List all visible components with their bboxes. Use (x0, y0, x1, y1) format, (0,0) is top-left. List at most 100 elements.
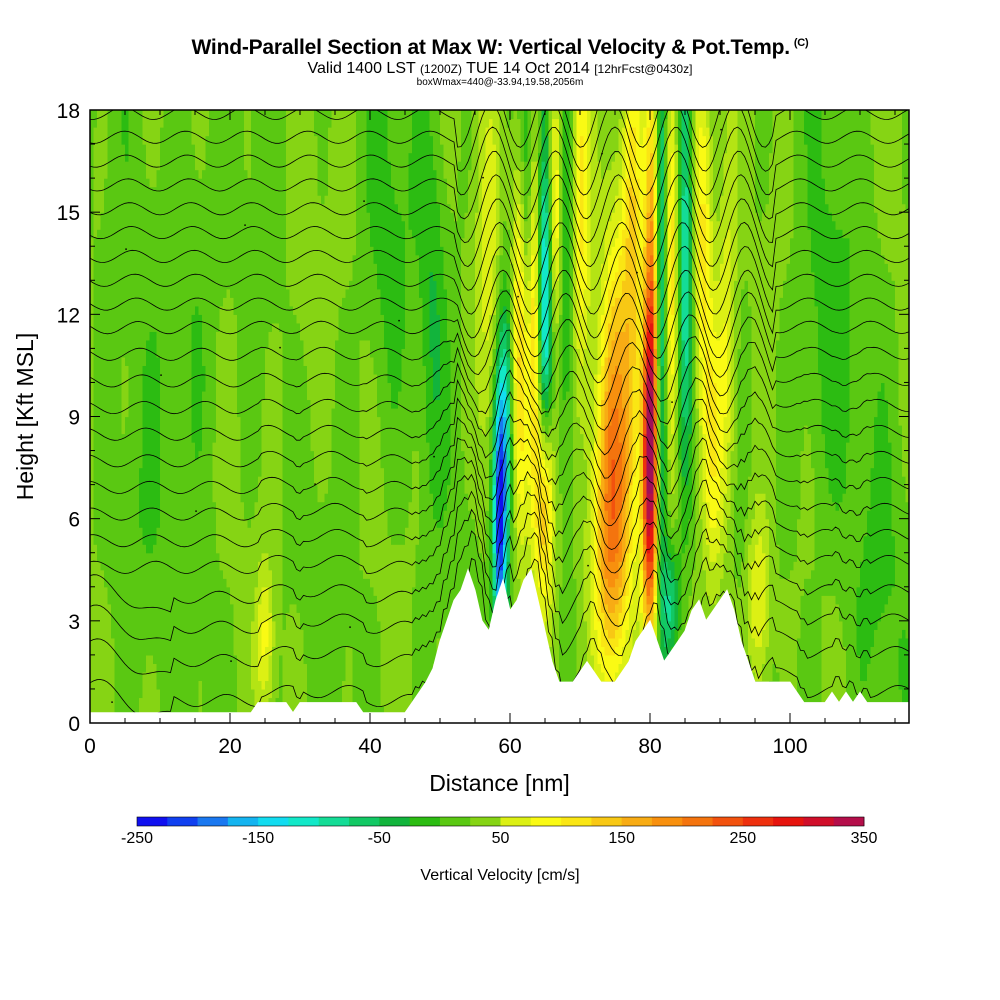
w-cell (307, 535, 312, 545)
w-cell (282, 569, 287, 579)
w-cell (212, 271, 217, 281)
w-cell (254, 331, 259, 341)
w-cell (139, 331, 144, 341)
w-cell (307, 586, 312, 596)
w-cell (293, 629, 298, 639)
w-cell (195, 688, 200, 699)
w-cell (174, 195, 179, 205)
w-cell (153, 603, 158, 613)
w-cell (303, 186, 308, 196)
w-cell (198, 510, 203, 520)
w-cell (125, 118, 130, 128)
w-cell (310, 578, 315, 588)
w-cell (237, 510, 242, 520)
w-cell (251, 169, 256, 179)
w-cell (121, 118, 126, 128)
w-cell (104, 161, 109, 171)
w-cell (114, 390, 119, 401)
w-cell (167, 127, 172, 137)
w-cell (307, 484, 312, 494)
w-cell (321, 382, 326, 392)
w-cell (282, 144, 287, 154)
w-cell (111, 339, 116, 349)
w-cell (209, 314, 214, 324)
w-cell (156, 220, 161, 230)
w-cell (223, 544, 228, 554)
w-cell (226, 476, 231, 486)
w-cell (233, 484, 238, 494)
w-cell (254, 620, 259, 630)
w-cell (293, 612, 298, 622)
w-cell (160, 552, 165, 562)
w-cell (244, 229, 249, 239)
w-cell (293, 288, 298, 298)
w-cell (296, 637, 301, 647)
w-cell (223, 373, 228, 384)
w-cell (107, 314, 112, 324)
w-cell (300, 373, 305, 384)
w-cell (296, 220, 301, 230)
w-cell (121, 501, 126, 511)
w-cell (310, 654, 315, 664)
w-cell (142, 595, 147, 605)
w-cell (293, 654, 298, 664)
w-cell (230, 297, 235, 307)
w-cell (286, 459, 291, 469)
w-cell (240, 135, 245, 145)
w-cell (303, 510, 308, 520)
w-cell (307, 356, 312, 367)
w-cell (226, 407, 231, 418)
w-cell (286, 365, 291, 375)
w-cell (174, 603, 179, 613)
w-cell (240, 510, 245, 520)
w-cell (125, 705, 130, 716)
w-cell (209, 135, 214, 145)
w-cell (251, 688, 256, 699)
w-cell (174, 595, 179, 605)
w-cell (93, 620, 98, 630)
w-cell (317, 459, 322, 469)
w-cell (293, 161, 298, 171)
w-cell (233, 527, 238, 537)
w-cell (293, 254, 298, 264)
w-cell (282, 356, 287, 367)
w-cell (216, 220, 221, 230)
w-cell (328, 297, 333, 307)
w-cell (125, 476, 130, 486)
w-cell (125, 501, 130, 511)
w-cell (314, 348, 319, 358)
w-cell (268, 399, 273, 409)
w-cell (93, 586, 98, 596)
w-cell (233, 118, 238, 128)
w-cell (296, 518, 301, 528)
w-cell (219, 127, 224, 137)
w-cell (324, 186, 329, 196)
w-cell (310, 416, 315, 426)
w-cell (286, 476, 291, 486)
w-cell (282, 127, 287, 137)
w-cell (128, 705, 133, 716)
w-cell (212, 442, 217, 452)
w-cell (258, 178, 263, 188)
w-cell (265, 365, 270, 375)
w-cell (212, 688, 217, 699)
w-cell (121, 407, 126, 418)
w-cell (282, 535, 287, 545)
w-cell (314, 356, 319, 367)
w-cell (237, 654, 242, 664)
w-cell (195, 152, 200, 162)
w-cell (100, 663, 105, 673)
w-cell (219, 484, 224, 494)
w-cell (265, 442, 270, 452)
w-cell (258, 637, 263, 647)
w-cell (128, 425, 133, 435)
valid-main: Valid 1400 LST (307, 60, 416, 77)
w-cell (216, 654, 221, 664)
w-cell (275, 237, 280, 247)
w-cell (90, 493, 95, 503)
w-cell (118, 416, 123, 426)
w-cell (174, 663, 179, 673)
w-cell (237, 288, 242, 298)
w-cell (219, 348, 224, 358)
w-cell (240, 203, 245, 213)
